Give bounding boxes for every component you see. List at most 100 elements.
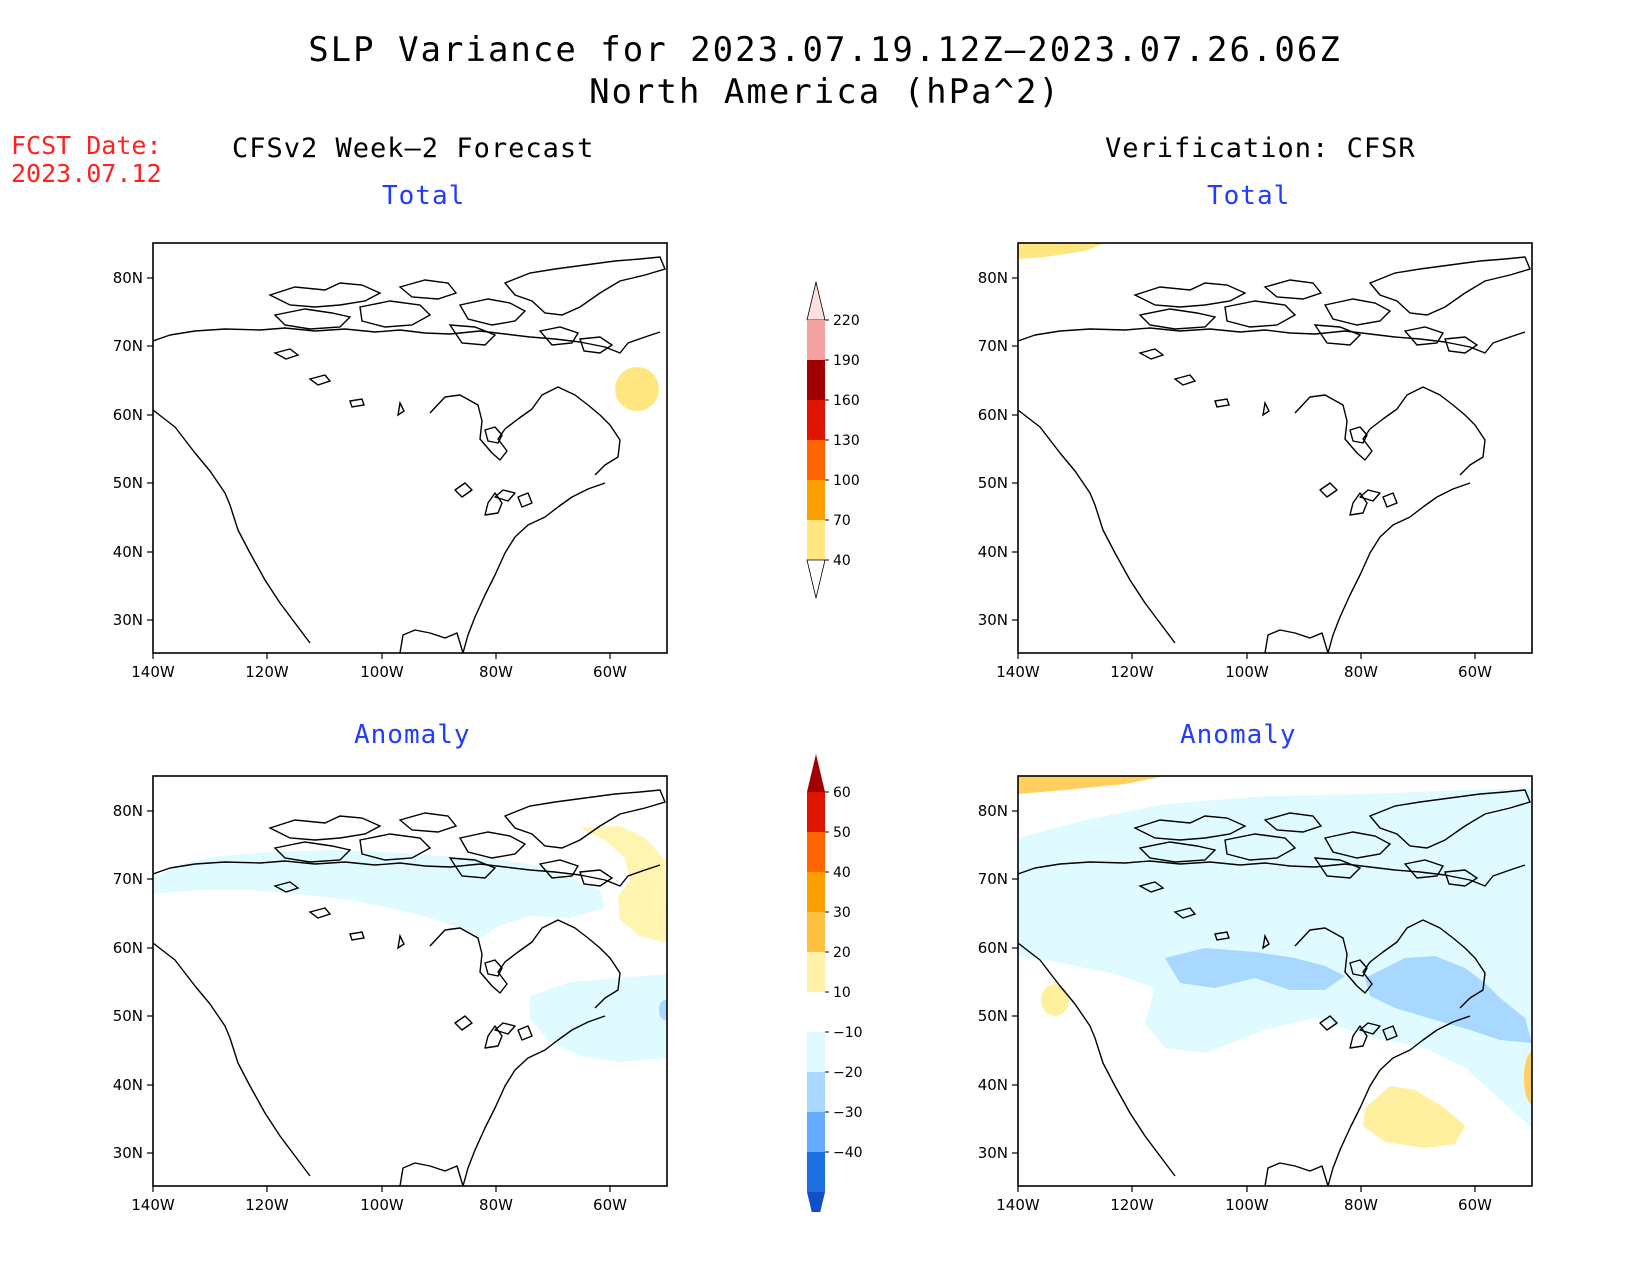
island-outline [359, 300, 432, 328]
right-column-header: Verification: CFSR [1105, 133, 1416, 164]
island-outline [1262, 400, 1270, 417]
lon-tick-label: 60W [1458, 1196, 1492, 1214]
colorbar-segment [807, 440, 825, 480]
colorbar-label: 40 [833, 553, 851, 569]
map-panel-forecast-anomaly: 140W 120W 100W 80W 60W 80N 70N 60N 50N 40N 30N [113, 775, 668, 1214]
coastline [484, 426, 503, 444]
shaded-region [659, 1000, 667, 1020]
coastline [153, 942, 311, 1177]
island-outline [268, 282, 382, 308]
island-outline [1173, 374, 1197, 386]
coastline [1018, 327, 1526, 354]
coastline [1359, 1022, 1381, 1035]
lon-tick-label: 120W [1110, 663, 1154, 681]
shaded-region [1018, 776, 1165, 794]
shaded-region [1041, 984, 1069, 1016]
shaded-region [1524, 1052, 1532, 1104]
lon-tick-label: 100W [360, 663, 404, 681]
anomaly-colorbar: 60 50 40 30 20 10 −10 −20 −30 −40 [807, 754, 863, 1212]
lon-tick-label: 100W [1225, 663, 1269, 681]
island-outline [398, 279, 458, 300]
colorbar-label: 160 [833, 393, 860, 409]
shaded-region [1365, 956, 1532, 1043]
colorbar-segment [807, 320, 825, 360]
lat-tick-label: 50N [978, 1007, 1008, 1025]
coastline [1382, 1025, 1398, 1041]
lat-tick-label: 70N [113, 337, 143, 355]
island-outline [359, 833, 432, 861]
island-outline [448, 857, 497, 879]
colorbar-label: 50 [833, 825, 851, 841]
lon-tick-label: 60W [1458, 663, 1492, 681]
lat-tick-label: 70N [978, 337, 1008, 355]
lat-tick-label: 70N [978, 870, 1008, 888]
island-outline [273, 348, 300, 360]
shaded-region [580, 826, 667, 943]
colorbar-segment [807, 792, 825, 832]
fcst-date-label: FCST Date: [11, 131, 162, 160]
coastline [153, 409, 311, 644]
colorbar-segment [807, 1072, 825, 1112]
fcst-date-value: 2023.07.12 [11, 159, 162, 188]
colorbar-label: 70 [833, 513, 851, 529]
colorbar-segment [807, 1112, 825, 1152]
lon-tick-label: 120W [1110, 1196, 1154, 1214]
island-outline [1138, 308, 1217, 330]
lat-tick-label: 60N [978, 406, 1008, 424]
coastline [517, 1025, 533, 1041]
colorbar-segment [807, 832, 825, 872]
coastline [1294, 919, 1486, 1009]
coastline [462, 482, 606, 653]
lat-tick-label: 60N [113, 939, 143, 957]
coastline [494, 489, 516, 502]
coastline [1382, 492, 1398, 508]
island-outline [1138, 881, 1165, 893]
lat-tick-label: 40N [978, 1076, 1008, 1094]
island-outline [1444, 869, 1479, 887]
colorbar-top-arrow [807, 754, 825, 792]
main-title: SLP Variance for 2023.07.19.12Z–2023.07.… [308, 30, 1342, 70]
coastline [517, 492, 533, 508]
colorbar-label: 190 [833, 353, 860, 369]
lat-tick-label: 80N [113, 802, 143, 820]
island-outline [1263, 279, 1323, 300]
coastline [494, 1022, 516, 1035]
lat-tick-label: 40N [113, 543, 143, 561]
colorbar-label: 10 [833, 985, 851, 1001]
lon-tick-label: 140W [131, 1196, 175, 1214]
colorbar-segment [807, 952, 825, 992]
island-outline [1262, 933, 1270, 950]
lat-tick-label: 80N [113, 269, 143, 287]
colorbar-segment [807, 992, 825, 1032]
island-outline [579, 336, 614, 354]
island-outline [308, 907, 332, 919]
colorbar-segment [807, 912, 825, 952]
colorbar-segment [807, 872, 825, 912]
left-column-header: CFSv2 Week–2 Forecast [232, 133, 595, 164]
island-outline [1444, 336, 1479, 354]
island-outline [273, 881, 300, 893]
colorbar-bottom-arrow [807, 1192, 825, 1212]
colorbar-label: −40 [833, 1145, 863, 1161]
island-outline [1323, 831, 1392, 859]
island-outline [398, 812, 458, 833]
colorbar-label: 20 [833, 945, 851, 961]
lon-tick-label: 120W [245, 663, 289, 681]
lon-tick-label: 80W [479, 663, 513, 681]
colorbar-segment [807, 1032, 825, 1072]
coastline [1264, 629, 1329, 653]
colorbar-label: −20 [833, 1065, 863, 1081]
colorbar-label: 100 [833, 473, 860, 489]
coastline [429, 386, 621, 476]
coastline [1349, 426, 1368, 444]
island-outline [1368, 256, 1531, 316]
lat-tick-label: 60N [113, 406, 143, 424]
coastline [1319, 1015, 1338, 1031]
island-outline [1173, 907, 1197, 919]
island-outline [1138, 841, 1217, 863]
island-outline [349, 931, 365, 941]
island-outline [448, 324, 497, 346]
lon-tick-label: 140W [996, 1196, 1040, 1214]
bottom-left-panel-title: Anomaly [354, 720, 471, 750]
coastline [399, 629, 464, 653]
